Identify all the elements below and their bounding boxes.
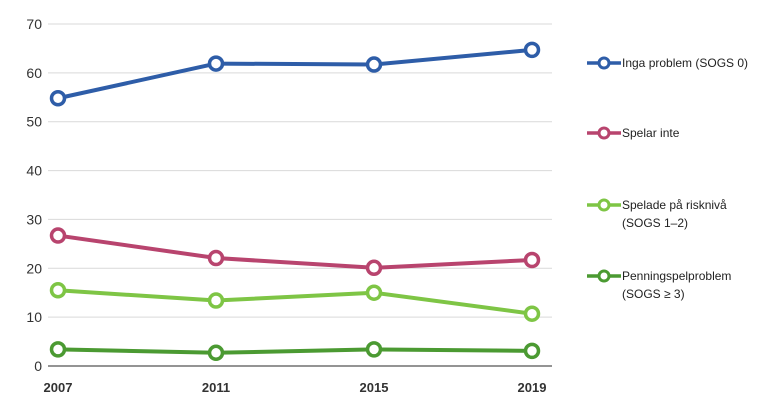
data-point xyxy=(49,227,67,244)
series-group xyxy=(49,41,541,362)
data-point xyxy=(207,249,225,267)
y-tick-label: 40 xyxy=(26,163,42,179)
x-tick-label: 2019 xyxy=(518,380,547,395)
data-point xyxy=(207,292,225,309)
data-point xyxy=(49,341,67,358)
data-point xyxy=(523,41,541,59)
y-axis-ticks: 0 10 20 30 40 50 60 70 xyxy=(26,16,42,374)
data-point xyxy=(49,90,67,107)
legend-label: Inga problem (SOGS 0) xyxy=(622,56,748,70)
y-tick-label: 10 xyxy=(26,309,42,325)
data-point xyxy=(49,282,67,299)
legend-item-3: Spelade på risknivå (SOGS 1–2) xyxy=(587,198,727,230)
legend-swatch-marker xyxy=(597,56,611,70)
y-tick-label: 0 xyxy=(34,358,42,374)
legend-label: Spelar inte xyxy=(622,126,680,140)
legend-swatch-marker xyxy=(597,198,611,212)
series-1 xyxy=(49,41,541,107)
x-tick-label: 2011 xyxy=(202,380,230,395)
series-line xyxy=(57,288,533,316)
x-tick-label: 2015 xyxy=(360,380,389,395)
legend-swatch-marker xyxy=(597,269,611,283)
series-line xyxy=(57,233,533,270)
y-tick-label: 70 xyxy=(26,16,42,32)
x-tick-label: 2007 xyxy=(44,380,73,395)
legend-label: (SOGS ≥ 3) xyxy=(622,287,685,301)
data-point xyxy=(365,284,383,301)
data-point xyxy=(365,56,383,73)
y-tick-label: 20 xyxy=(26,260,42,276)
y-tick-label: 30 xyxy=(26,211,42,227)
legend-item-2: Spelar inte xyxy=(587,126,680,140)
data-point xyxy=(523,305,541,322)
legend: Inga problem (SOGS 0) Spelar inte Spelade … xyxy=(587,56,748,301)
data-point xyxy=(365,341,383,358)
series-4 xyxy=(49,341,541,362)
legend-item-4: Penningspelproblem (SOGS ≥ 3) xyxy=(587,269,731,301)
data-point xyxy=(365,259,383,277)
legend-item-1: Inga problem (SOGS 0) xyxy=(587,56,748,70)
data-point xyxy=(207,344,225,362)
legend-label: (SOGS 1–2) xyxy=(622,216,688,230)
data-point xyxy=(523,342,541,360)
series-line xyxy=(57,47,533,101)
series-2 xyxy=(49,227,541,277)
gridlines xyxy=(48,23,552,318)
data-point xyxy=(207,55,225,72)
data-point xyxy=(523,251,541,269)
series-3 xyxy=(49,282,541,322)
y-tick-label: 50 xyxy=(26,114,42,130)
legend-label: Penningspelproblem xyxy=(622,269,731,283)
legend-swatch-marker xyxy=(597,126,611,140)
y-tick-label: 60 xyxy=(26,65,42,81)
series-line xyxy=(57,347,533,355)
x-axis: 2007 2011 2015 2019 xyxy=(44,365,552,395)
legend-label: Spelade på risknivå xyxy=(622,198,727,212)
